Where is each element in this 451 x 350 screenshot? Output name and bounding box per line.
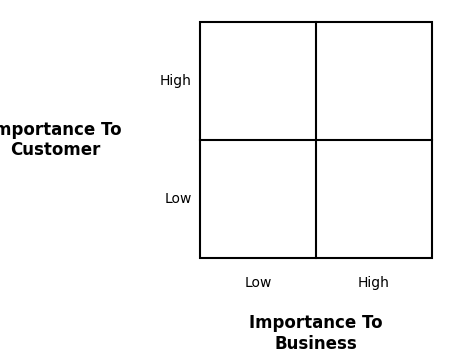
- Text: Low: Low: [164, 192, 192, 206]
- Text: Importance To
Business: Importance To Business: [249, 314, 382, 350]
- Text: Low: Low: [244, 276, 271, 290]
- Bar: [199, 22, 431, 258]
- Text: Importance To
Customer: Importance To Customer: [0, 121, 121, 159]
- Text: High: High: [160, 74, 192, 88]
- Text: High: High: [357, 276, 389, 290]
